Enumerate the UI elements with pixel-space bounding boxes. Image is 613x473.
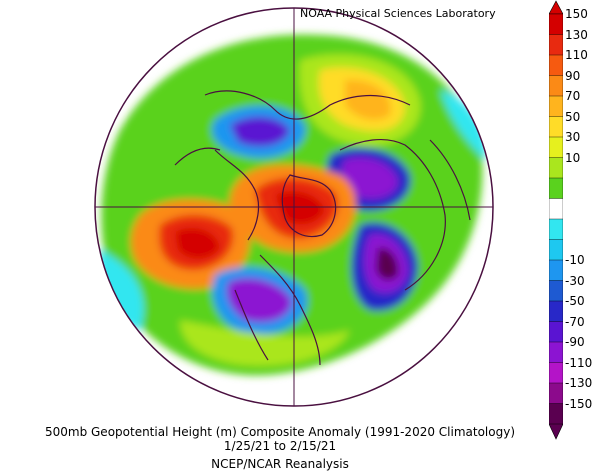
colorbar-swatch	[549, 259, 563, 281]
colorbar-swatch	[549, 341, 563, 363]
colorbar-swatch	[549, 157, 563, 179]
anomaly-field	[95, 8, 493, 406]
colorbar-arrow-bottom	[549, 423, 563, 440]
colorbar-arrow-top	[549, 0, 563, 15]
colorbar-swatch	[549, 54, 563, 76]
colorbar-swatch	[549, 300, 563, 322]
colorbar-tick-label: -70	[565, 314, 585, 329]
lab-credit: NOAA Physical Sciences Laboratory	[300, 7, 496, 20]
caption-source: NCEP/NCAR Reanalysis	[211, 457, 349, 471]
colorbar-tick-label: 10	[565, 150, 581, 165]
colorbar-tick-label: -110	[565, 355, 593, 370]
colorbar-tick-label: 90	[565, 68, 581, 83]
colorbar-swatch	[549, 116, 563, 138]
colorbar-swatch	[549, 382, 563, 404]
caption-title: 500mb Geopotential Height (m) Composite …	[44, 425, 515, 439]
coastlines	[174, 90, 471, 366]
colorbar-swatch	[549, 239, 563, 261]
colorbar-swatch	[549, 198, 563, 220]
colorbar-tick-label: 70	[565, 89, 581, 103]
colorbar-tick-label: -30	[565, 273, 585, 288]
colorbar-tick-label: 130	[565, 27, 588, 42]
colorbar-swatch	[549, 362, 563, 384]
colorbar-tick-label: 150	[565, 7, 588, 21]
caption-dates: 1/25/21 to 2/15/21	[223, 439, 337, 453]
colorbar-tick-label: -90	[565, 335, 585, 349]
colorbar-tick-label: -130	[565, 376, 593, 390]
colorbar-swatch	[549, 321, 563, 343]
colorbar-swatch	[549, 403, 563, 425]
colorbar-tick-label: 110	[565, 48, 588, 62]
colorbar-tick-label: -10	[565, 253, 585, 267]
colorbar-swatch	[549, 136, 563, 158]
colorbar-swatch	[549, 177, 563, 199]
map-boundary	[94, 7, 494, 407]
colorbar-swatch	[549, 34, 563, 56]
colorbar-swatch	[549, 218, 563, 240]
colorbar-tick-label: 30	[565, 130, 581, 144]
colorbar-tick-label: -50	[565, 294, 585, 308]
colorbar-tick-label: -150	[565, 396, 593, 411]
colorbar	[549, 0, 563, 440]
colorbar-swatch	[549, 75, 563, 97]
colorbar-swatch	[549, 95, 563, 117]
colorbar-swatch	[549, 13, 563, 35]
colorbar-tick-label: 50	[565, 109, 581, 124]
colorbar-swatch	[549, 280, 563, 302]
